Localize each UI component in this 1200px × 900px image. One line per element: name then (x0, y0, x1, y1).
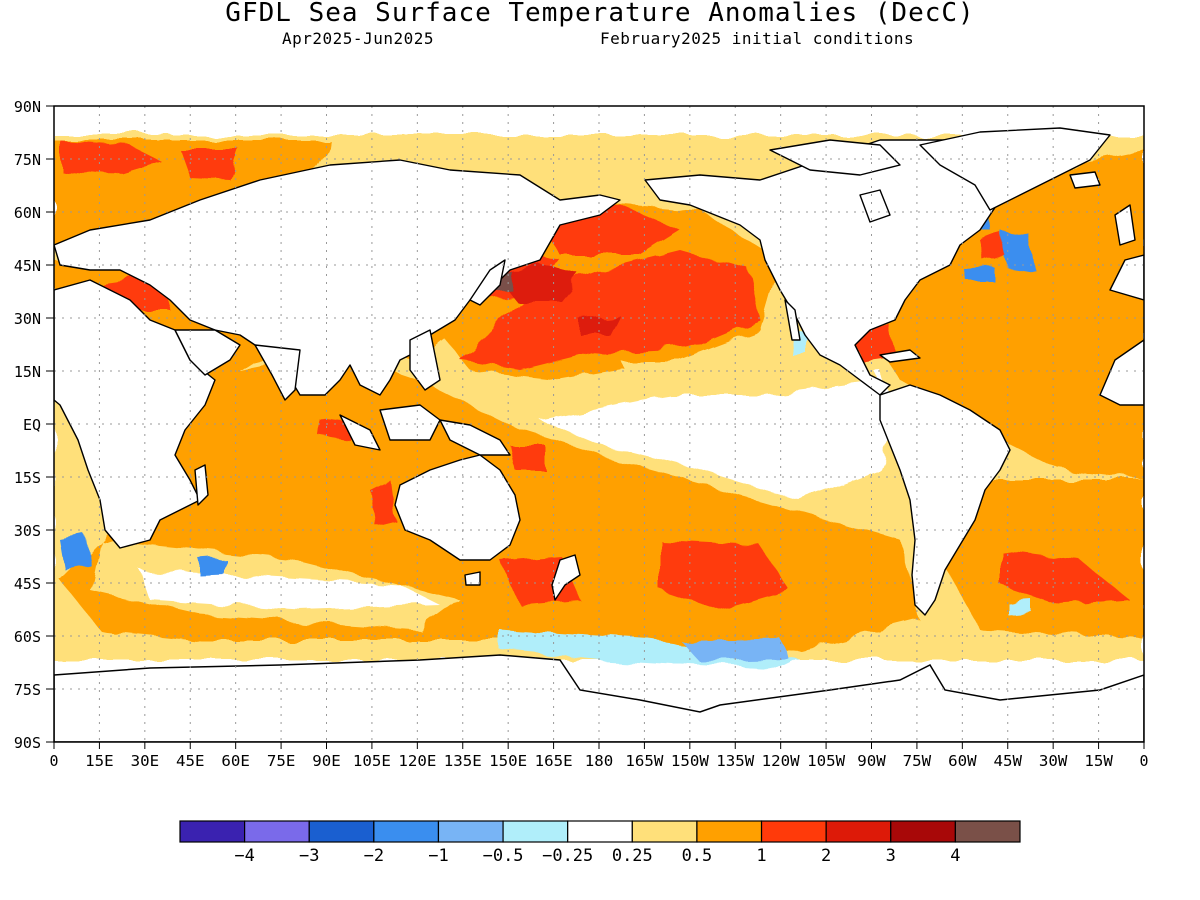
legend-label: −2 (364, 846, 384, 866)
lat-tick-label: 45S (14, 575, 41, 593)
west-africa-land (1099, 339, 1144, 406)
lat-tick-label: 60N (14, 204, 41, 222)
lat-tick-label: 15N (14, 363, 41, 381)
australia-land (394, 454, 521, 561)
uk-land (1114, 204, 1136, 246)
legend-label: 2 (821, 846, 831, 866)
lat-tick-label: 45N (14, 257, 41, 275)
legend-label: 0.5 (682, 846, 713, 866)
lon-tick-label: 120W (762, 752, 801, 770)
lon-tick-label: 0 (50, 752, 59, 770)
lat-tick-label: 60S (14, 628, 41, 646)
new-guinea-land (439, 419, 511, 456)
legend-swatch (373, 820, 440, 843)
lon-tick-label: 75E (267, 752, 296, 770)
legend-swatch (631, 820, 698, 843)
lat-tick-label: 75N (14, 151, 41, 169)
lon-tick-label: 45E (176, 752, 205, 770)
legend-swatch (954, 820, 1021, 843)
new-zealand-land (551, 554, 581, 601)
south-america-land (879, 384, 1011, 616)
lat-tick-label: 75S (14, 681, 41, 699)
legend-label: −0.25 (542, 846, 593, 866)
lon-tick-label: 60E (221, 752, 250, 770)
lon-tick-label: 180 (585, 752, 614, 770)
legend-label: −1 (428, 846, 448, 866)
lon-tick-label: 135W (716, 752, 755, 770)
lat-tick-label: 30S (14, 522, 41, 540)
lon-tick-label: 90E (312, 752, 341, 770)
lon-tick-label: 105E (353, 752, 391, 770)
lat-tick-label: EQ (23, 416, 41, 434)
iberia-land (1109, 254, 1144, 301)
lat-tick-label: 15S (14, 469, 41, 487)
lon-tick-label: 90W (857, 752, 887, 770)
tasmania-land (464, 571, 481, 586)
legend-label: −4 (234, 846, 254, 866)
baja-land (784, 299, 801, 341)
madagascar-land (194, 464, 209, 506)
lat-tick-label: 30N (14, 310, 41, 328)
lon-tick-label: 15W (1084, 752, 1114, 770)
forecast-period: Apr2025-Jun2025 (282, 29, 434, 48)
color-legend: −4 −3 −2 −1 −0.5 −0.25 0.25 0.5 1 2 3 4 (179, 820, 1021, 866)
japan-land (469, 259, 506, 306)
lon-tick-label: 165W (625, 752, 664, 770)
gridlines (54, 106, 1144, 742)
arctic-archipelago-land (769, 139, 901, 176)
legend-label: 0.25 (612, 846, 653, 866)
lon-tick-label: 30W (1039, 752, 1069, 770)
continents (54, 127, 1144, 616)
cuba-land (879, 349, 921, 363)
lon-tick-label: 105W (807, 752, 846, 770)
iceland-land (1069, 171, 1101, 189)
legend-label: −0.5 (483, 846, 524, 866)
lon-tick-label: 135E (444, 752, 482, 770)
legend-swatch (825, 820, 892, 843)
lat-tick-label: 90S (14, 734, 41, 752)
borneo-land (379, 404, 441, 441)
lon-tick-label: 30E (131, 752, 160, 770)
legend-swatch (567, 820, 633, 843)
lat-tick-label: 90N (14, 98, 41, 116)
lon-tick-label: 45W (994, 752, 1024, 770)
chart-title: GFDL Sea Surface Temperature Anomalies (… (225, 0, 975, 28)
arabia-land (174, 329, 241, 376)
legend-swatch (308, 820, 375, 843)
lon-tick-label: 0 (1140, 752, 1149, 770)
legend-swatch (179, 820, 246, 843)
legend-label: 1 (756, 846, 766, 866)
legend-swatch (437, 820, 504, 843)
legend-label: 3 (886, 846, 896, 866)
india-land (254, 344, 301, 401)
lon-tick-label: 15E (85, 752, 114, 770)
lon-tick-label: 150E (489, 752, 527, 770)
baffin-land (859, 189, 891, 223)
lon-tick-label: 75W (903, 752, 933, 770)
legend-swatch (502, 820, 569, 843)
legend-swatch (890, 820, 956, 843)
legend-label: −3 (299, 846, 319, 866)
legend-swatch (696, 820, 763, 843)
philippines-land (409, 329, 441, 391)
latitude-axis: 90N 75N 60N 45N 30N 15N EQ 15S 30S 45S 60S 75S 90S (14, 98, 54, 752)
greenland-land (919, 127, 1111, 211)
legend-swatch (760, 820, 827, 843)
lon-tick-label: 60W (948, 752, 978, 770)
lon-tick-label: 165E (535, 752, 573, 770)
legend-swatch (244, 820, 310, 843)
initial-conditions: February2025 initial conditions (600, 29, 915, 48)
lon-tick-label: 150W (671, 752, 710, 770)
longitude-axis: 0 15E 30E 45E 60E 75E 90E 105E 120E 135E 150E 165E 1… (50, 742, 1149, 770)
lon-tick-label: 120E (398, 752, 436, 770)
legend-label: 4 (950, 846, 960, 866)
